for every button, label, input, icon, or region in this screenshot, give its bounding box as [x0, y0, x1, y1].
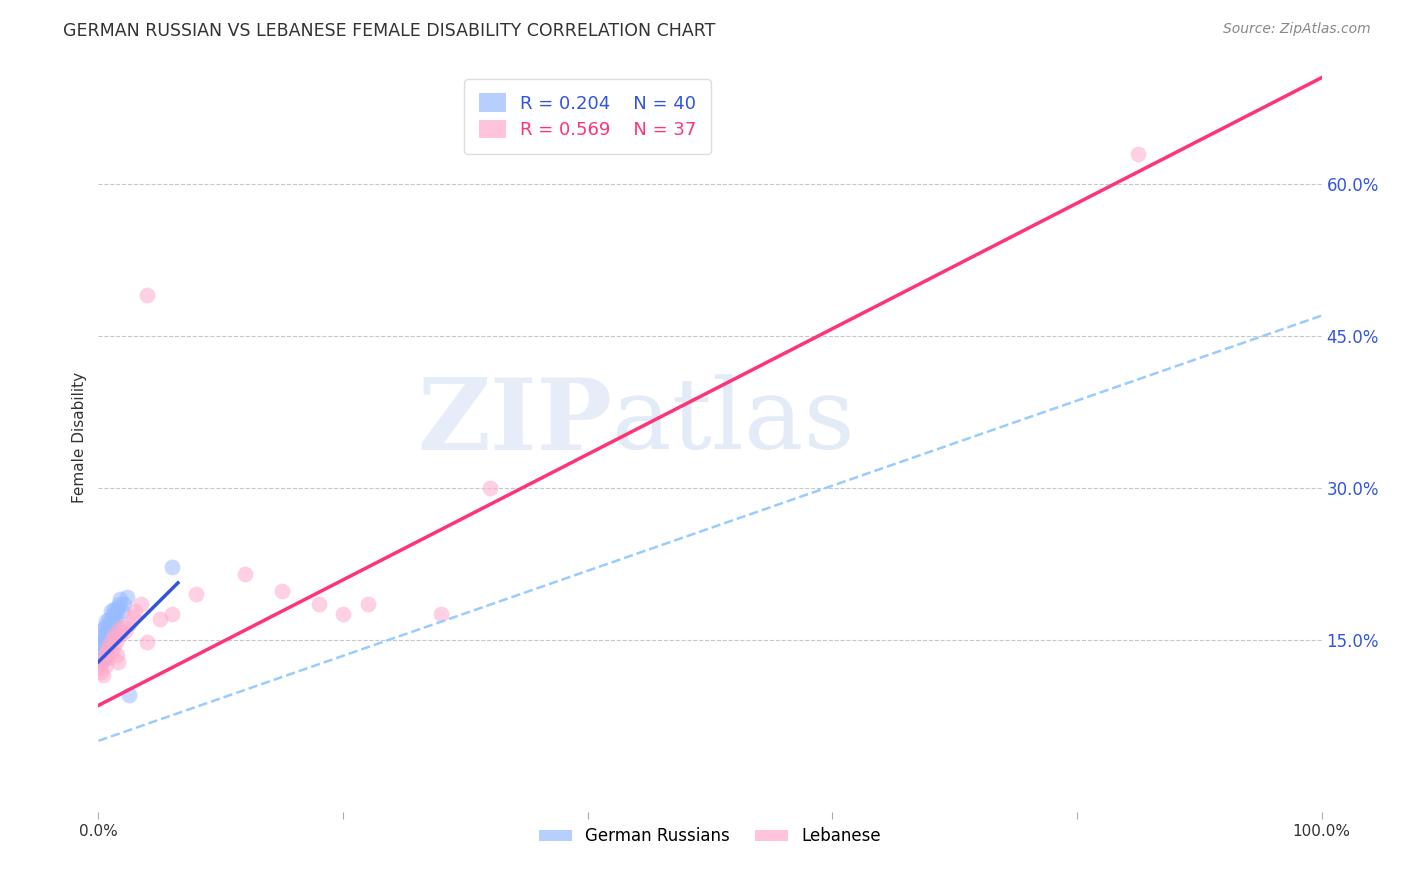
Point [100, 627, 122, 641]
Point [91, 634, 114, 648]
Text: atlas: atlas [612, 375, 855, 470]
Point [124, 604, 146, 618]
Point [90, 655, 112, 669]
Point [98, 612, 121, 626]
Point [91, 668, 114, 682]
Point [136, 288, 159, 302]
Point [186, 587, 208, 601]
Point [105, 604, 128, 618]
Point [101, 607, 124, 622]
Point [103, 602, 125, 616]
Point [96, 642, 118, 657]
Point [91, 645, 114, 659]
Point [103, 627, 125, 641]
Point [93, 620, 115, 634]
Point [112, 597, 135, 611]
Point [89, 661, 111, 675]
Text: GERMAN RUSSIAN VS LEBANESE FEMALE DISABILITY CORRELATION CHART: GERMAN RUSSIAN VS LEBANESE FEMALE DISABI… [63, 22, 716, 40]
Point [356, 597, 378, 611]
Point [98, 634, 121, 648]
Point [160, 607, 183, 622]
Point [89, 648, 111, 662]
Point [110, 627, 132, 641]
Point [121, 610, 143, 624]
Y-axis label: Female Disability: Female Disability [72, 371, 87, 503]
Point [430, 607, 453, 622]
Point [100, 604, 122, 618]
Point [94, 642, 117, 657]
Point [129, 597, 152, 611]
Point [118, 617, 141, 632]
Point [110, 592, 132, 607]
Text: Source: ZipAtlas.com: Source: ZipAtlas.com [1223, 22, 1371, 37]
Point [101, 617, 124, 632]
Point [1128, 146, 1150, 161]
Point [96, 624, 118, 639]
Point [96, 638, 118, 652]
Point [91, 655, 114, 669]
Point [94, 657, 117, 672]
Point [101, 640, 124, 655]
Legend: German Russians, Lebanese: German Russians, Lebanese [531, 821, 889, 852]
Point [93, 631, 115, 645]
Point [118, 688, 141, 702]
Point [136, 634, 159, 648]
Point [270, 584, 294, 599]
Point [233, 566, 256, 581]
Point [100, 615, 122, 629]
Point [115, 590, 138, 604]
Point [93, 648, 115, 662]
Point [149, 612, 172, 626]
Point [107, 655, 129, 669]
Point [111, 604, 134, 618]
Point [103, 615, 125, 629]
Point [160, 559, 183, 574]
Point [97, 650, 120, 665]
Point [97, 617, 120, 632]
Point [91, 638, 114, 652]
Point [101, 632, 124, 647]
Point [90, 640, 112, 655]
Point [308, 597, 330, 611]
Point [108, 623, 131, 637]
Point [101, 623, 124, 637]
Point [107, 600, 129, 615]
Point [105, 648, 128, 662]
Point [114, 624, 136, 639]
Point [90, 665, 112, 679]
Point [93, 650, 115, 665]
Point [108, 597, 131, 611]
Point [98, 638, 121, 652]
Point [100, 645, 122, 659]
Point [94, 627, 117, 641]
Point [332, 607, 354, 622]
Point [111, 620, 134, 634]
Point [101, 610, 124, 624]
Point [97, 632, 120, 647]
Point [94, 615, 117, 629]
Point [91, 623, 114, 637]
Point [91, 653, 114, 667]
Point [104, 610, 127, 624]
Point [91, 627, 114, 641]
Point [104, 634, 127, 648]
Text: ZIP: ZIP [418, 374, 612, 471]
Point [478, 481, 501, 495]
